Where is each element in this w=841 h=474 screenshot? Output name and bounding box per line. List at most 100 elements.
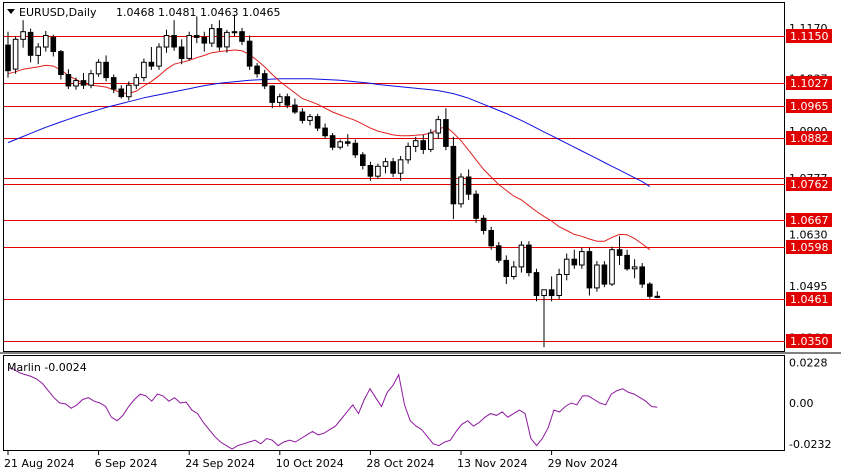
candle bbox=[269, 85, 275, 109]
candle bbox=[579, 247, 585, 269]
time-tick-label: 10 Oct 2024 bbox=[276, 457, 344, 470]
candle bbox=[548, 276, 555, 302]
candle bbox=[616, 236, 623, 265]
dropdown-triangle-icon[interactable] bbox=[7, 9, 15, 14]
marlin-axis: 0.0228 0.00 -0.0232 bbox=[789, 357, 831, 452]
candle bbox=[609, 246, 615, 286]
candle bbox=[601, 261, 608, 288]
candle bbox=[20, 20, 26, 48]
candle bbox=[367, 161, 374, 181]
candle bbox=[322, 123, 328, 139]
candle bbox=[156, 43, 162, 70]
candle bbox=[329, 133, 336, 151]
candle bbox=[556, 268, 563, 300]
candle bbox=[450, 136, 457, 220]
candle bbox=[571, 249, 578, 269]
candle bbox=[586, 247, 593, 296]
level-price-label: 1.0965 bbox=[790, 100, 829, 113]
candle bbox=[518, 241, 525, 273]
candle bbox=[254, 63, 260, 78]
candle bbox=[488, 226, 494, 250]
candle bbox=[526, 241, 532, 277]
candle bbox=[314, 113, 321, 132]
candle bbox=[480, 215, 487, 235]
candle bbox=[639, 263, 646, 288]
candle bbox=[224, 29, 230, 53]
candle bbox=[163, 29, 170, 53]
price-tick-label: 1.0495 bbox=[789, 280, 828, 293]
candle bbox=[43, 30, 49, 52]
candle bbox=[231, 14, 238, 37]
price-axis: 1.11701.10371.09001.07771.06301.04951.03… bbox=[786, 22, 832, 348]
candle bbox=[511, 261, 517, 280]
slow-moving-average-line bbox=[7, 78, 651, 188]
candle bbox=[420, 134, 426, 155]
candle bbox=[405, 142, 411, 164]
level-price-label: 1.1150 bbox=[790, 30, 829, 43]
candle bbox=[435, 115, 442, 139]
candle bbox=[133, 73, 140, 89]
indicator-tick-label: -0.0232 bbox=[789, 438, 831, 451]
candle bbox=[533, 268, 540, 302]
candle bbox=[428, 129, 434, 153]
candle bbox=[80, 73, 87, 89]
candle bbox=[209, 24, 215, 47]
indicator-pane-frame bbox=[3, 355, 785, 451]
candle bbox=[216, 20, 223, 51]
candle bbox=[360, 152, 366, 170]
candle bbox=[141, 58, 147, 82]
time-tick-label: 13 Nov 2024 bbox=[457, 457, 527, 470]
candle bbox=[118, 85, 125, 99]
candle bbox=[563, 253, 570, 281]
candle bbox=[27, 28, 34, 63]
candle bbox=[50, 34, 57, 57]
price-pane-frame bbox=[3, 2, 785, 352]
horizontal-levels bbox=[4, 36, 785, 342]
candle bbox=[624, 249, 630, 271]
candle bbox=[458, 173, 464, 208]
candle bbox=[631, 259, 638, 279]
indicator-tick-label: 0.00 bbox=[789, 397, 814, 410]
candle bbox=[73, 77, 79, 90]
level-price-box bbox=[786, 292, 832, 306]
level-price-label: 1.0598 bbox=[790, 241, 829, 254]
candle bbox=[5, 31, 11, 78]
level-price-label: 1.0350 bbox=[790, 335, 829, 348]
symbol-label: EURUSD,Daily bbox=[19, 6, 97, 19]
candle bbox=[412, 136, 419, 153]
ohlc-label: 1.0468 1.0481 1.0463 1.0465 bbox=[116, 6, 280, 19]
candle bbox=[110, 74, 117, 93]
candle bbox=[594, 261, 600, 292]
candle bbox=[473, 190, 479, 223]
candle bbox=[465, 169, 472, 200]
candle bbox=[95, 59, 102, 77]
level-price-label: 1.1027 bbox=[790, 77, 829, 90]
candle bbox=[307, 113, 313, 126]
time-tick-label: 28 Oct 2024 bbox=[366, 457, 434, 470]
candle bbox=[382, 157, 389, 174]
candle bbox=[352, 139, 359, 158]
candle bbox=[171, 20, 177, 51]
moving-averages bbox=[7, 49, 651, 251]
candle bbox=[375, 163, 381, 179]
candle bbox=[246, 35, 253, 70]
time-tick-label: 21 Aug 2024 bbox=[4, 457, 74, 470]
candle bbox=[654, 291, 661, 299]
marlin-line bbox=[7, 367, 658, 450]
candle bbox=[35, 43, 42, 65]
candle bbox=[495, 242, 502, 263]
candle bbox=[292, 98, 298, 114]
candle bbox=[88, 69, 94, 89]
candle bbox=[503, 255, 510, 285]
candle bbox=[277, 93, 283, 107]
level-price-label: 1.0667 bbox=[790, 214, 829, 227]
candle bbox=[201, 31, 208, 52]
candlestick-series bbox=[5, 14, 661, 348]
level-price-box bbox=[786, 213, 832, 227]
level-price-label: 1.0762 bbox=[790, 178, 829, 191]
level-price-box bbox=[786, 76, 832, 90]
level-price-box bbox=[786, 99, 832, 113]
